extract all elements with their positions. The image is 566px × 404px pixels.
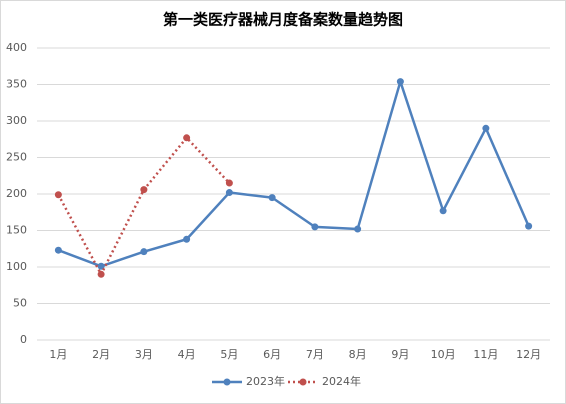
marker: [482, 124, 490, 132]
marker: [54, 191, 62, 199]
y-tick-label: 0: [20, 333, 27, 346]
legend-label: 2023年: [246, 374, 285, 388]
x-tick-label: 7月: [306, 348, 324, 361]
marker: [183, 235, 191, 243]
x-tick-label: 6月: [263, 348, 281, 361]
y-tick-label: 200: [6, 187, 27, 200]
x-tick-label: 5月: [220, 348, 238, 361]
marker: [354, 225, 362, 233]
x-tick-label: 4月: [178, 348, 196, 361]
y-tick-label: 300: [6, 114, 27, 127]
marker: [439, 207, 447, 215]
marker: [525, 222, 533, 230]
series-line: [57, 80, 530, 268]
x-tick-label: 2月: [92, 348, 110, 361]
y-tick-label: 250: [6, 151, 27, 164]
y-tick-label: 350: [6, 78, 27, 91]
marker: [140, 186, 148, 194]
legend-marker: [299, 378, 307, 386]
marker: [97, 270, 105, 278]
marker: [225, 179, 233, 187]
x-tick-label: 9月: [391, 348, 409, 361]
y-tick-label: 50: [13, 297, 27, 310]
marker: [183, 134, 191, 142]
x-tick-label: 1月: [49, 348, 67, 361]
marker: [54, 246, 62, 254]
x-tick-label: 3月: [135, 348, 153, 361]
marker: [140, 248, 148, 256]
marker: [396, 78, 404, 86]
x-tick-label: 12月: [516, 348, 541, 361]
x-tick-label: 11月: [473, 348, 498, 361]
y-tick-label: 150: [6, 224, 27, 237]
y-tick-label: 400: [6, 41, 27, 54]
legend-label: 2024年: [322, 374, 361, 388]
marker: [311, 223, 319, 231]
marker: [268, 194, 276, 202]
x-tick-label: 8月: [349, 348, 367, 361]
chart-title: 第一类医疗器械月度备案数量趋势图: [163, 11, 403, 29]
x-tick-label: 10月: [431, 348, 456, 361]
y-tick-label: 100: [6, 260, 27, 273]
marker: [97, 262, 105, 270]
marker: [225, 189, 233, 197]
legend-marker: [223, 378, 231, 386]
